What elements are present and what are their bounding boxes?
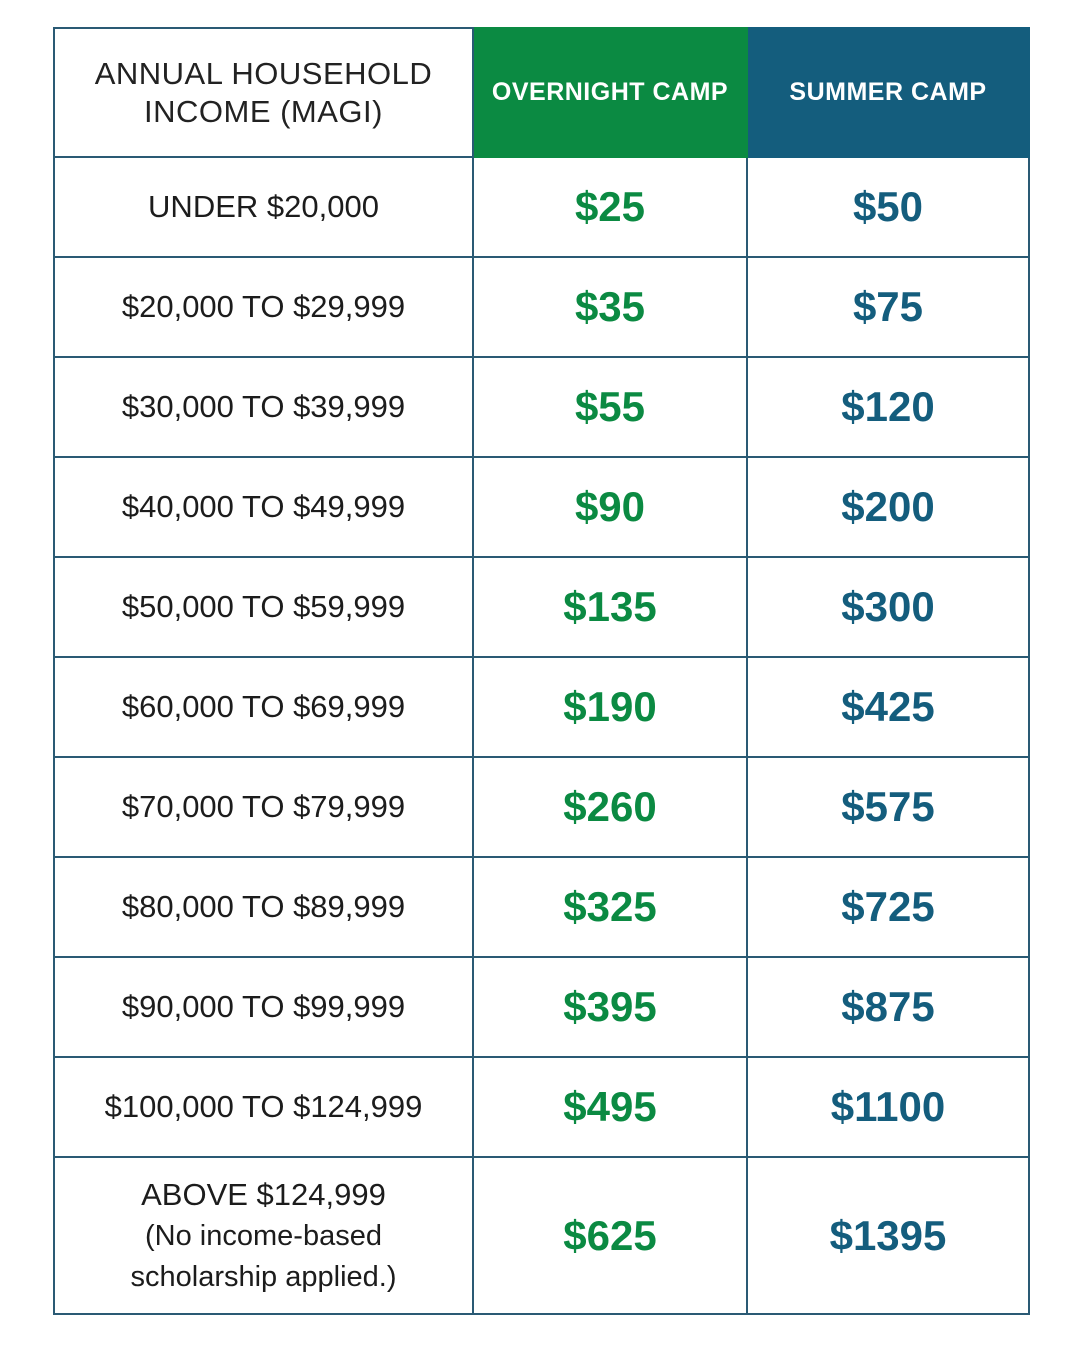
table-row: UNDER $20,000 $25 $50 xyxy=(53,156,1030,258)
overnight-price: $325 xyxy=(472,856,748,958)
income-cell: $90,000 TO $99,999 xyxy=(53,956,474,1058)
income-header-line1: ANNUAL HOUSEHOLD xyxy=(94,55,433,91)
overnight-price: $25 xyxy=(472,156,748,258)
table-row: $30,000 TO $39,999 $55 $120 xyxy=(53,356,1030,458)
table-row: $50,000 TO $59,999 $135 $300 xyxy=(53,556,1030,658)
income-cell: $20,000 TO $29,999 xyxy=(53,256,474,358)
overnight-price: $35 xyxy=(472,256,748,358)
income-cell: UNDER $20,000 xyxy=(53,156,474,258)
overnight-price: $625 xyxy=(472,1156,748,1315)
header-row: ANNUAL HOUSEHOLD INCOME (MAGI) OVERNIGHT… xyxy=(53,27,1030,158)
income-note-line1: (No income-based xyxy=(145,1219,382,1252)
income-cell: $60,000 TO $69,999 xyxy=(53,656,474,758)
income-header-line2: INCOME (MAGI) xyxy=(144,93,383,129)
income-cell: $100,000 TO $124,999 xyxy=(53,1056,474,1158)
pricing-table: ANNUAL HOUSEHOLD INCOME (MAGI) OVERNIGHT… xyxy=(53,27,1030,1315)
table-row: $60,000 TO $69,999 $190 $425 xyxy=(53,656,1030,758)
summer-camp-header: SUMMER CAMP xyxy=(746,27,1030,158)
income-cell: $70,000 TO $79,999 xyxy=(53,756,474,858)
table-row: $100,000 TO $124,999 $495 $1100 xyxy=(53,1056,1030,1158)
overnight-camp-header: OVERNIGHT CAMP xyxy=(472,27,748,158)
summer-price: $200 xyxy=(746,456,1030,558)
summer-price: $120 xyxy=(746,356,1030,458)
summer-price: $1395 xyxy=(746,1156,1030,1315)
summer-price: $575 xyxy=(746,756,1030,858)
table-row: $80,000 TO $89,999 $325 $725 xyxy=(53,856,1030,958)
overnight-price: $55 xyxy=(472,356,748,458)
summer-price: $1100 xyxy=(746,1056,1030,1158)
table-row: $70,000 TO $79,999 $260 $575 xyxy=(53,756,1030,858)
income-cell: ABOVE $124,999 (No income-based scholars… xyxy=(53,1156,474,1315)
summer-price: $425 xyxy=(746,656,1030,758)
overnight-price: $395 xyxy=(472,956,748,1058)
income-cell: $30,000 TO $39,999 xyxy=(53,356,474,458)
summer-price: $75 xyxy=(746,256,1030,358)
income-range: ABOVE $124,999 xyxy=(141,1176,386,1212)
table-row: $20,000 TO $29,999 $35 $75 xyxy=(53,256,1030,358)
overnight-price: $260 xyxy=(472,756,748,858)
table-row-above-max: ABOVE $124,999 (No income-based scholars… xyxy=(53,1156,1030,1315)
overnight-price: $190 xyxy=(472,656,748,758)
income-column-header: ANNUAL HOUSEHOLD INCOME (MAGI) xyxy=(53,27,474,158)
income-cell: $80,000 TO $89,999 xyxy=(53,856,474,958)
summer-price: $725 xyxy=(746,856,1030,958)
summer-price: $300 xyxy=(746,556,1030,658)
table-row: $90,000 TO $99,999 $395 $875 xyxy=(53,956,1030,1058)
income-cell: $40,000 TO $49,999 xyxy=(53,456,474,558)
summer-price: $875 xyxy=(746,956,1030,1058)
income-cell: $50,000 TO $59,999 xyxy=(53,556,474,658)
overnight-price: $495 xyxy=(472,1056,748,1158)
income-note-line2: scholarship applied.) xyxy=(130,1260,397,1293)
overnight-price: $90 xyxy=(472,456,748,558)
table-row: $40,000 TO $49,999 $90 $200 xyxy=(53,456,1030,558)
summer-price: $50 xyxy=(746,156,1030,258)
overnight-price: $135 xyxy=(472,556,748,658)
